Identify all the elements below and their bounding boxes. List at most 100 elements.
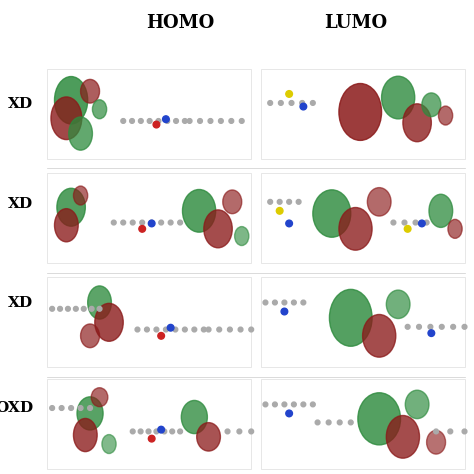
Circle shape: [276, 208, 283, 214]
Ellipse shape: [427, 430, 446, 454]
Circle shape: [156, 118, 161, 123]
Circle shape: [404, 226, 411, 232]
Circle shape: [391, 220, 396, 225]
Ellipse shape: [329, 289, 372, 346]
Circle shape: [268, 200, 273, 204]
Circle shape: [97, 306, 102, 311]
Circle shape: [178, 429, 182, 434]
Circle shape: [263, 402, 268, 407]
Circle shape: [162, 429, 167, 434]
Circle shape: [273, 300, 277, 305]
Circle shape: [154, 429, 159, 434]
Ellipse shape: [69, 117, 92, 150]
Circle shape: [187, 118, 192, 123]
Circle shape: [301, 300, 306, 305]
Ellipse shape: [448, 219, 462, 238]
Ellipse shape: [91, 388, 108, 407]
Circle shape: [417, 325, 421, 329]
Circle shape: [88, 406, 92, 410]
Circle shape: [178, 220, 182, 225]
Circle shape: [337, 420, 342, 425]
Ellipse shape: [88, 286, 111, 319]
Text: XD: XD: [8, 296, 33, 310]
Ellipse shape: [95, 303, 123, 341]
Circle shape: [192, 327, 197, 332]
Ellipse shape: [422, 93, 441, 117]
Circle shape: [208, 118, 213, 123]
Circle shape: [448, 429, 453, 434]
Circle shape: [89, 306, 94, 311]
Ellipse shape: [55, 209, 78, 242]
Circle shape: [249, 429, 254, 434]
Circle shape: [50, 406, 55, 410]
Circle shape: [206, 327, 211, 332]
Circle shape: [277, 200, 282, 204]
Circle shape: [50, 306, 55, 311]
Circle shape: [462, 429, 467, 434]
Ellipse shape: [367, 188, 391, 216]
Circle shape: [145, 327, 149, 332]
Circle shape: [59, 406, 64, 410]
Circle shape: [153, 121, 160, 128]
Circle shape: [173, 118, 178, 123]
Circle shape: [273, 402, 277, 407]
Circle shape: [268, 100, 273, 105]
Circle shape: [282, 402, 287, 407]
Circle shape: [326, 420, 331, 425]
Circle shape: [58, 306, 63, 311]
Circle shape: [138, 118, 143, 123]
Text: HOMO: HOMO: [146, 14, 214, 32]
Circle shape: [428, 330, 435, 337]
Circle shape: [135, 327, 140, 332]
Ellipse shape: [429, 194, 453, 228]
Circle shape: [238, 327, 243, 332]
Circle shape: [165, 118, 170, 123]
Circle shape: [413, 220, 418, 225]
Circle shape: [154, 327, 159, 332]
Circle shape: [158, 333, 164, 339]
Text: XD: XD: [8, 97, 33, 111]
Circle shape: [69, 406, 73, 410]
Bar: [261, 173, 465, 263]
Circle shape: [148, 220, 155, 227]
Circle shape: [301, 402, 306, 407]
Circle shape: [168, 220, 173, 225]
Circle shape: [111, 220, 116, 225]
Circle shape: [158, 426, 164, 433]
Circle shape: [164, 327, 168, 332]
Circle shape: [292, 300, 296, 305]
Circle shape: [286, 410, 292, 417]
Circle shape: [198, 118, 202, 123]
Circle shape: [148, 435, 155, 442]
Circle shape: [263, 300, 268, 305]
Circle shape: [286, 91, 292, 97]
Ellipse shape: [438, 106, 453, 125]
Circle shape: [405, 325, 410, 329]
Ellipse shape: [235, 227, 249, 246]
Ellipse shape: [77, 397, 103, 430]
Bar: [261, 277, 465, 367]
Circle shape: [149, 220, 154, 225]
Circle shape: [315, 420, 320, 425]
Circle shape: [310, 402, 315, 407]
Ellipse shape: [182, 190, 216, 232]
Text: OXD: OXD: [0, 401, 33, 415]
Ellipse shape: [73, 186, 88, 205]
Circle shape: [65, 306, 70, 311]
Text: XD: XD: [8, 197, 33, 211]
Circle shape: [167, 324, 174, 331]
Bar: [261, 379, 465, 469]
Ellipse shape: [403, 104, 431, 142]
Ellipse shape: [382, 76, 415, 119]
Circle shape: [147, 118, 152, 123]
Circle shape: [140, 220, 145, 225]
Circle shape: [419, 220, 425, 227]
Circle shape: [182, 327, 187, 332]
Circle shape: [130, 429, 135, 434]
Circle shape: [451, 325, 456, 329]
Circle shape: [121, 220, 126, 225]
Circle shape: [281, 308, 288, 315]
Circle shape: [217, 327, 222, 332]
Circle shape: [159, 220, 164, 225]
Circle shape: [239, 118, 244, 123]
